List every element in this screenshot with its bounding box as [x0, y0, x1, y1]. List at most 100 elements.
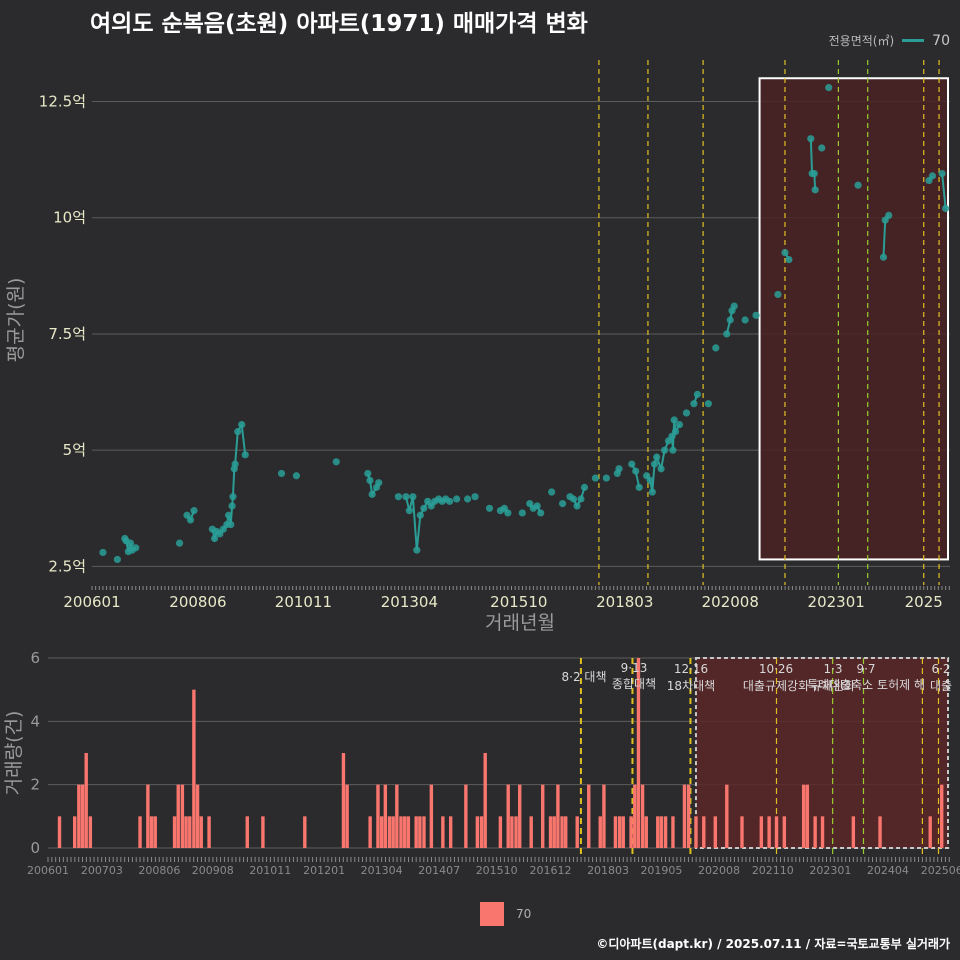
volume-bar: [663, 816, 668, 848]
x-tick-label: 200908: [192, 864, 234, 877]
y-axis-title: 거래량(건): [3, 711, 25, 796]
policy-date: 9·7: [856, 662, 875, 676]
volume-bar: [940, 784, 944, 848]
volume-bar: [541, 784, 545, 848]
price-point: [132, 544, 140, 552]
volume-bar: [560, 816, 564, 848]
price-point: [591, 474, 600, 482]
legend-series-label: 70: [932, 32, 950, 49]
x-axis-title: 거래년월: [485, 612, 555, 634]
price-point: [657, 465, 665, 473]
volume-bar: [587, 784, 591, 848]
price-point: [573, 502, 581, 510]
price-point: [660, 446, 669, 454]
policy-label: 특례대출축소 토허제 해: [807, 678, 925, 692]
price-point: [690, 400, 698, 408]
volume-bar: [418, 816, 422, 848]
price-point: [241, 451, 249, 459]
price-point: [928, 172, 937, 180]
volume-bar: [656, 816, 660, 848]
price-point: [229, 493, 237, 501]
x-tick-label: 201510: [476, 864, 518, 877]
price-point: [366, 476, 374, 484]
price-point: [277, 469, 286, 478]
price-point: [615, 465, 623, 473]
y-tick-label: 10억: [53, 209, 86, 227]
price-point: [807, 135, 815, 143]
x-tick-label: 201407: [418, 864, 460, 877]
x-tick-label: 202506: [921, 864, 960, 877]
price-point: [774, 290, 782, 299]
volume-bar: [176, 784, 180, 848]
volume-bar: [402, 816, 407, 848]
price-point: [635, 483, 643, 491]
x-tick-label: 201201: [303, 864, 345, 877]
volume-bar: [303, 816, 307, 848]
x-tick-label: 202110: [752, 864, 794, 877]
volume-bar: [633, 784, 637, 848]
highlight-region: [694, 657, 949, 849]
price-point: [723, 330, 731, 338]
volume-bar: [740, 816, 744, 848]
volume-bar: [57, 816, 62, 848]
price-point: [818, 144, 826, 152]
volume-bar: [195, 784, 200, 848]
volume-bar: [88, 816, 93, 848]
price-point: [942, 204, 950, 213]
price-point: [781, 248, 789, 257]
price-point: [726, 316, 734, 324]
y-tick-label: 7.5억: [48, 325, 86, 343]
volume-bar: [851, 816, 856, 848]
price-point: [646, 476, 654, 484]
price-point: [413, 546, 421, 554]
volume-bar: [636, 658, 641, 848]
price-point: [518, 509, 526, 517]
y-tick-label: 4: [30, 712, 40, 730]
volume-bar: [510, 816, 514, 848]
policy-label: 규제완화: [811, 679, 855, 693]
price-point: [811, 186, 819, 194]
price-chart: 2.5억 5억 7.5억 10억 12.5억 200601 200806 201011 2013…: [5, 60, 950, 634]
price-point: [375, 479, 383, 487]
volume-bar: [448, 816, 453, 848]
y-tick-label: 6: [30, 649, 40, 667]
price-point: [394, 493, 403, 501]
price-point: [675, 421, 684, 429]
price-point: [548, 488, 556, 496]
price-point: [670, 416, 678, 424]
volume-bar: [429, 784, 434, 848]
x-tick-label: 201905: [640, 864, 682, 877]
volume-bar: [345, 784, 349, 848]
x-tick-label: 201011: [275, 593, 332, 611]
volume-bar: [617, 816, 622, 848]
volume-bar: [341, 753, 346, 848]
volume-bar: [774, 816, 779, 848]
policy-label: 8·2 대책: [562, 669, 607, 684]
volume-bar: [84, 753, 88, 848]
volume-legend-label: 70: [516, 907, 532, 921]
volume-bar: [928, 816, 932, 848]
price-line-segment: [941, 173, 947, 209]
x-tick-label: 201304: [361, 864, 403, 877]
y-tick-label: 2: [30, 776, 40, 794]
volume-bar: [556, 784, 560, 848]
volume-bar: [475, 816, 480, 848]
volume-bar: [376, 784, 380, 848]
price-point: [368, 490, 376, 498]
chart-title: 여의도 순복음(초원) 아파트(1971) 매매가격 변화: [90, 11, 588, 37]
price-point: [810, 169, 818, 178]
legend-line-swatch: [902, 39, 925, 42]
volume-bar: [820, 816, 825, 848]
y-axis-title: 평균가(원): [5, 278, 27, 363]
x-tick-label: 200703: [81, 864, 123, 877]
volume-bar: [383, 784, 388, 848]
volume-bar: [621, 816, 625, 848]
volume-bar: [529, 816, 533, 848]
price-point: [730, 302, 738, 310]
x-tick-label: 201510: [490, 593, 547, 611]
volume-bar: [602, 784, 606, 848]
volume-bar: [395, 784, 399, 848]
volume-bar: [207, 816, 211, 848]
price-point: [577, 495, 585, 503]
